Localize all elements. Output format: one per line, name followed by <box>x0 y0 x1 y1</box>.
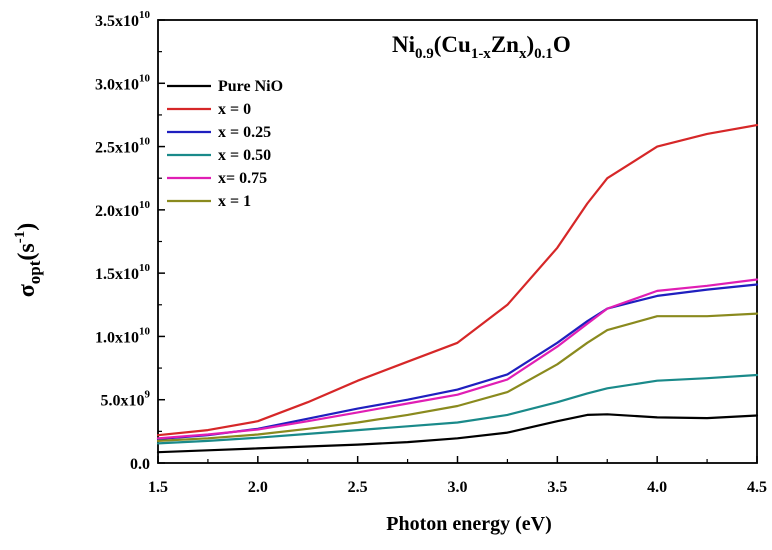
x-axis-label: Photon energy (eV) <box>386 513 552 535</box>
x-ticks: 1.5 2.0 2.5 3.0 3.5 4.0 4.5 <box>148 456 767 496</box>
series-line <box>156 373 759 445</box>
legend-label: x = 0.50 <box>218 147 271 164</box>
series-line <box>156 312 759 442</box>
legend: Pure NiO x = 0 x = 0.25 x = 0.50 x= 0.75 x = … <box>167 78 283 210</box>
series-line <box>156 278 759 440</box>
legend-label: x = 0.25 <box>218 124 271 141</box>
legend-label: x= 0.75 <box>218 170 267 187</box>
y-tick-label: 1.5x1010 <box>95 262 151 283</box>
series-line <box>156 283 759 441</box>
x-tick-label: 1.5 <box>148 479 168 496</box>
x-tick-label: 3.0 <box>448 479 468 496</box>
y-tick-label: 5.0x109 <box>101 389 151 410</box>
x-tick-label: 2.0 <box>248 479 268 496</box>
y-ticks: 0.0 5.0x109 1.0x1010 1.5x1010 2.0x1010 2.5x10… <box>95 9 165 473</box>
y-tick-label: 2.0x1010 <box>95 199 151 220</box>
y-tick-label: 2.5x1010 <box>95 136 151 157</box>
series-line <box>156 123 759 437</box>
y-tick-label: 3.5x1010 <box>95 9 151 30</box>
x-tick-label: 4.0 <box>647 479 667 496</box>
y-tick-label: 0.0 <box>130 456 150 473</box>
series-lines <box>156 123 759 454</box>
x-tick-label: 3.5 <box>547 479 567 496</box>
y-tick-label: 3.0x1010 <box>95 72 151 93</box>
legend-label: x = 0 <box>218 101 251 118</box>
series-line <box>156 413 759 454</box>
chart-title: Ni0.9(Cu1-xZnx)0.1O <box>392 32 571 62</box>
y-tick-label: 1.0x1010 <box>95 325 151 346</box>
legend-label: Pure NiO <box>218 78 283 95</box>
y-axis-label: σopt(s-1) <box>12 223 44 298</box>
x-tick-label: 2.5 <box>348 479 368 496</box>
legend-label: x = 1 <box>218 193 251 210</box>
x-tick-label: 4.5 <box>747 479 767 496</box>
